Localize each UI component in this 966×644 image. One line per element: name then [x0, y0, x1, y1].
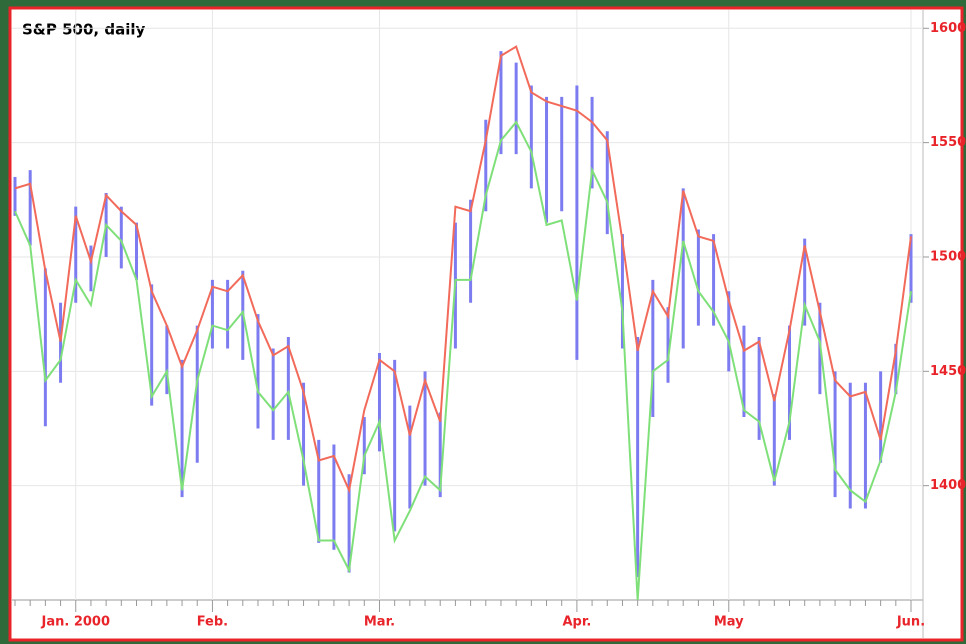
x-tick-label: Jan. 2000: [40, 615, 110, 630]
x-tick-label: Feb.: [197, 615, 228, 630]
y-tick-label: 1450: [930, 364, 966, 379]
y-tick-label: 1600: [930, 21, 966, 36]
y-tick-label: 1400: [930, 478, 966, 493]
x-tick-label: Mar.: [364, 615, 395, 630]
x-tick-label: Apr.: [562, 615, 591, 630]
chart-title: S&P 500, daily: [22, 21, 145, 39]
x-tick-label: Jun.: [896, 615, 925, 630]
x-tick-label: May: [714, 615, 744, 630]
series-line: [14, 45, 912, 494]
y-tick-label: 1500: [930, 249, 966, 264]
y-tick-label: 1550: [930, 135, 966, 150]
series-line: [14, 120, 912, 601]
